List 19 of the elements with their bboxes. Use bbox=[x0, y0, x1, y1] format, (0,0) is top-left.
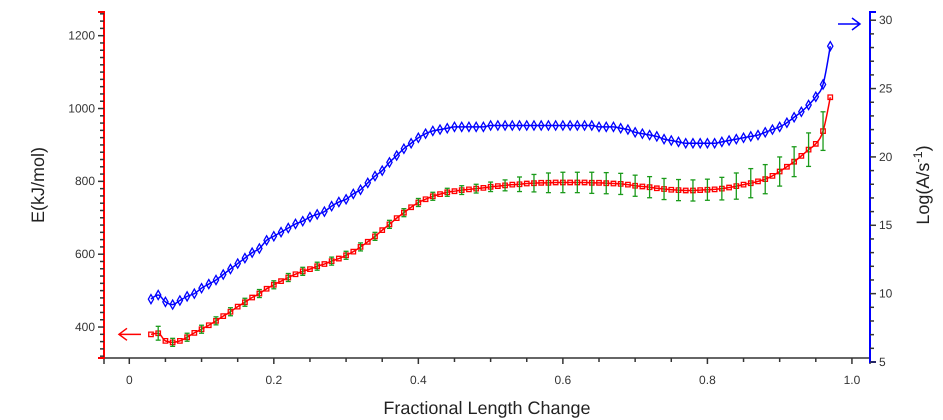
y2-tick-label: 30 bbox=[879, 13, 893, 28]
y-tick-label: 1000 bbox=[68, 101, 96, 116]
y-tick-label: 1200 bbox=[68, 28, 96, 43]
y2-tick-label: 5 bbox=[879, 354, 886, 369]
x-tick-label: 0.8 bbox=[699, 372, 716, 387]
x-tick-label: 0.4 bbox=[410, 372, 428, 387]
x-tick-label: 1.0 bbox=[844, 372, 861, 387]
y-tick-label: 800 bbox=[74, 174, 96, 188]
x-tick-label: 0.6 bbox=[554, 372, 572, 387]
x-tick-label: 0 bbox=[126, 372, 133, 387]
y2-tick-label: 25 bbox=[879, 81, 893, 96]
y-tick-label: 600 bbox=[74, 247, 96, 262]
y-tick-label: 400 bbox=[74, 320, 96, 334]
y2-tick-label: 20 bbox=[879, 150, 893, 164]
y2-tick-label: 10 bbox=[879, 286, 893, 300]
y-axis-title: E(kJ/mol) bbox=[28, 147, 48, 223]
x-axis-title: Fractional Length Change bbox=[383, 398, 591, 418]
y2-tick-label: 15 bbox=[879, 218, 893, 232]
x-tick-label: 0.2 bbox=[265, 372, 282, 387]
